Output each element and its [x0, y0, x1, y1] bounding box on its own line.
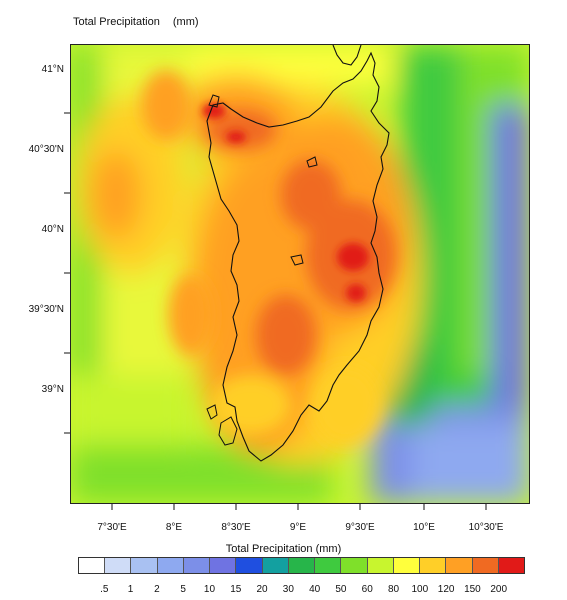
colorbar-swatch — [341, 558, 368, 573]
colorbar-swatch — [498, 558, 524, 573]
precipitation-map — [70, 44, 530, 504]
precipitation-field — [71, 45, 529, 503]
lake-coastline — [306, 156, 318, 168]
colorbar-swatch — [315, 558, 342, 573]
x-tick-9e: 9°E — [289, 522, 307, 533]
y-tick-40-30n: 40°30'N — [28, 144, 64, 155]
y-tick-39n: 39°N — [41, 384, 64, 395]
colorbar-swatch — [236, 558, 263, 573]
colorbar-swatch — [210, 558, 237, 573]
colorbar-label: 30 — [282, 584, 294, 595]
asinara-island — [208, 94, 220, 108]
y-tick-41n: 41°N — [41, 64, 64, 75]
colorbar-swatch — [288, 558, 316, 573]
x-tick-10e: 10°E — [413, 522, 435, 533]
colorbar-label: 100 — [411, 584, 429, 595]
colorbar-label: 10 — [203, 584, 216, 595]
y-tick-39-30n: 39°30'N — [28, 304, 64, 315]
lake-omodeo — [290, 254, 304, 266]
colorbar-swatch — [105, 558, 132, 573]
colorbar-label: 60 — [361, 584, 373, 595]
x-tick-8-30e: 8°30'E — [221, 522, 251, 533]
colorbar-label: 40 — [309, 584, 321, 595]
colorbar-swatch — [420, 558, 447, 573]
colorbar-label: 150 — [464, 584, 481, 595]
colorbar-label: .5 — [100, 584, 109, 595]
colorbar-label: 2 — [154, 584, 160, 595]
colorbar-swatch — [367, 558, 394, 573]
colorbar-swatch — [183, 558, 211, 573]
colorbar-label: 50 — [335, 584, 347, 595]
san-pietro-island — [206, 404, 218, 420]
sardinia-coastline — [206, 51, 390, 462]
colorbar-swatch — [262, 558, 289, 573]
colorbar-label: 80 — [387, 584, 400, 595]
colorbar-swatch — [446, 558, 473, 573]
map-title-text: Total Precipitation — [73, 16, 160, 28]
colorbar-label: 120 — [437, 584, 455, 595]
colorbar-title: Total Precipitation (mm) — [225, 543, 342, 555]
colorbar-label: 20 — [256, 584, 268, 595]
corsica-coastline — [332, 45, 362, 66]
field-broad — [71, 45, 529, 503]
colorbar-label: 200 — [490, 584, 508, 595]
map-title: Total Precipitation (mm) — [73, 16, 199, 28]
colorbar-swatch — [79, 558, 106, 573]
colorbar-swatch — [472, 558, 499, 573]
y-tick-40n: 40°N — [41, 224, 64, 235]
map-title-unit: (mm) — [172, 16, 199, 28]
sant-antioco-island — [218, 416, 238, 446]
colorbar-label: 1 — [127, 584, 134, 595]
x-tick-7-30e: 7°30'E — [97, 522, 127, 533]
colorbar-swatch — [157, 558, 184, 573]
colorbar — [78, 557, 525, 574]
x-tick-10-30e: 10°30'E — [468, 522, 504, 533]
colorbar-swatch — [393, 558, 421, 573]
x-tick-8e: 8°E — [165, 522, 183, 533]
colorbar-label: 5 — [180, 584, 186, 595]
colorbar-labels: .5 1 2 5 10 15 20 30 40 50 60 80 100 120 150 200 — [78, 584, 525, 598]
field-maxima — [202, 103, 369, 302]
colorbar-label: 15 — [230, 584, 242, 595]
field-detail — [141, 70, 396, 445]
x-tick-9-30e: 9°30'E — [345, 522, 375, 533]
colorbar-swatch — [131, 558, 158, 573]
